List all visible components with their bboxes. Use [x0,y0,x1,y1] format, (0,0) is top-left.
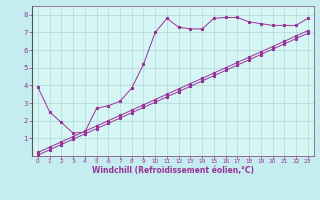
X-axis label: Windchill (Refroidissement éolien,°C): Windchill (Refroidissement éolien,°C) [92,166,254,175]
